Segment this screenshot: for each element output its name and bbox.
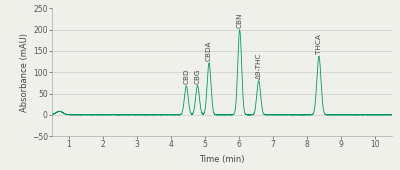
Text: Δ9-THC: Δ9-THC [256,52,262,79]
Text: THCA: THCA [316,34,322,54]
X-axis label: Time (min): Time (min) [199,155,245,164]
Text: CBD: CBD [183,68,189,84]
Text: CBDA: CBDA [206,40,212,61]
Text: CBG: CBG [194,68,200,84]
Text: CBN: CBN [237,12,243,28]
Y-axis label: Absorbance (mAU): Absorbance (mAU) [20,33,29,112]
